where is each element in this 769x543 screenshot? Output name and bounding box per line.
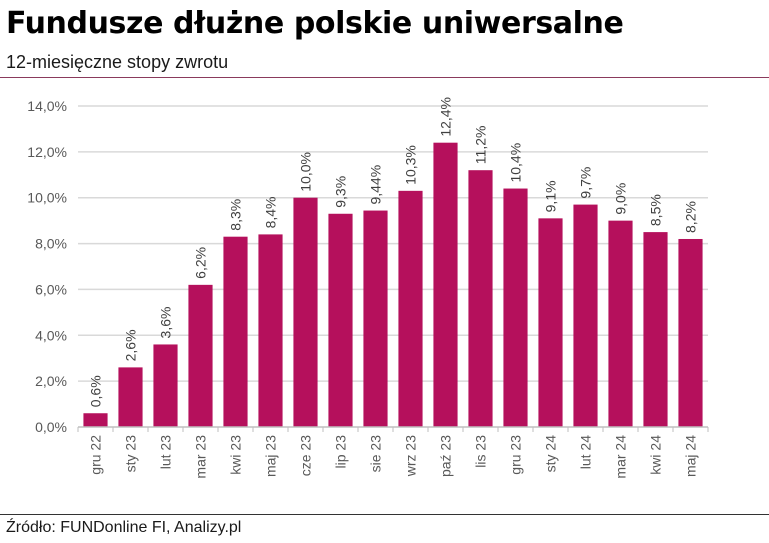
x-tick-label: mar 24 (613, 435, 629, 479)
y-tick-label: 2,0% (35, 373, 67, 389)
data-label: 10,4% (508, 143, 524, 183)
x-tick-label: lis 23 (473, 435, 489, 468)
y-tick-label: 8,0% (35, 236, 67, 252)
chart-subtitle: 12-miesięczne stopy zwrotu (6, 52, 229, 72)
bar (643, 232, 668, 427)
x-tick-label: lut 24 (578, 435, 594, 469)
data-label: 8,3% (228, 199, 244, 231)
bar (398, 190, 423, 427)
y-tick-label: 6,0% (35, 281, 67, 297)
bar (118, 367, 143, 427)
y-tick-label: 4,0% (35, 327, 67, 343)
bar (538, 218, 563, 427)
data-label: 12,4% (438, 97, 454, 137)
data-label: 9,7% (578, 167, 594, 199)
x-tick-label: lut 23 (158, 435, 174, 469)
x-tick-label: sty 24 (543, 435, 559, 473)
y-tick-label: 12,0% (27, 144, 67, 160)
footer-divider (0, 514, 769, 515)
x-tick-label: kwi 23 (228, 435, 244, 475)
bar (503, 188, 528, 427)
data-label: 9,44% (368, 165, 384, 205)
x-tick-label: mar 23 (193, 435, 209, 479)
bar (433, 142, 458, 427)
bar (223, 236, 248, 427)
data-label: 9,1% (543, 180, 559, 212)
data-label: 9,0% (613, 183, 629, 215)
bar (293, 197, 318, 427)
x-tick-label: sie 23 (368, 435, 384, 473)
x-tick-label: cze 23 (298, 435, 314, 476)
x-tick-label: wrz 23 (403, 435, 419, 477)
data-label: 3,6% (158, 307, 174, 339)
bar (608, 220, 633, 427)
data-label: 9,3% (333, 176, 349, 208)
x-tick-label: maj 23 (263, 435, 279, 477)
bar (573, 204, 598, 427)
header-divider (0, 77, 769, 78)
data-label: 2,6% (123, 329, 139, 361)
bar-chart: 0,0% 2,0% 4,0% 6,0% 8,0% 10,0% 12,0% 14,0% 0,6% g… (27, 97, 709, 479)
data-label: 10,0% (298, 152, 314, 192)
data-label: 0,6% (88, 375, 104, 407)
y-tick-label: 0,0% (35, 419, 67, 435)
bar (188, 284, 213, 427)
data-label: 10,3% (403, 145, 419, 185)
source-note: Źródło: FUNDonline FI, Analizy.pl (6, 519, 242, 536)
y-tick-label: 14,0% (27, 98, 67, 114)
bar (678, 238, 703, 427)
bar (328, 213, 353, 427)
x-tick-label: gru 22 (88, 435, 104, 475)
data-label: 11,2% (473, 126, 489, 165)
data-label: 8,5% (648, 194, 664, 226)
bar (258, 234, 283, 427)
x-tick-label: kwi 24 (648, 435, 664, 475)
x-tick-label: gru 23 (508, 435, 524, 475)
data-label: 8,4% (263, 196, 279, 228)
x-tick-label: paź 23 (438, 435, 454, 477)
data-label: 8,2% (683, 201, 699, 233)
chart-title: Fundusze dłużne polskie uniwersalne (6, 6, 624, 41)
x-tick-label: lip 23 (333, 435, 349, 469)
bar (83, 413, 108, 427)
x-tick-label: sty 23 (123, 435, 139, 473)
bar (153, 344, 178, 427)
bar (363, 210, 388, 427)
y-tick-label: 10,0% (27, 190, 67, 206)
x-tick-label: maj 24 (683, 435, 699, 477)
data-label: 6,2% (193, 247, 209, 279)
bar (468, 170, 493, 427)
